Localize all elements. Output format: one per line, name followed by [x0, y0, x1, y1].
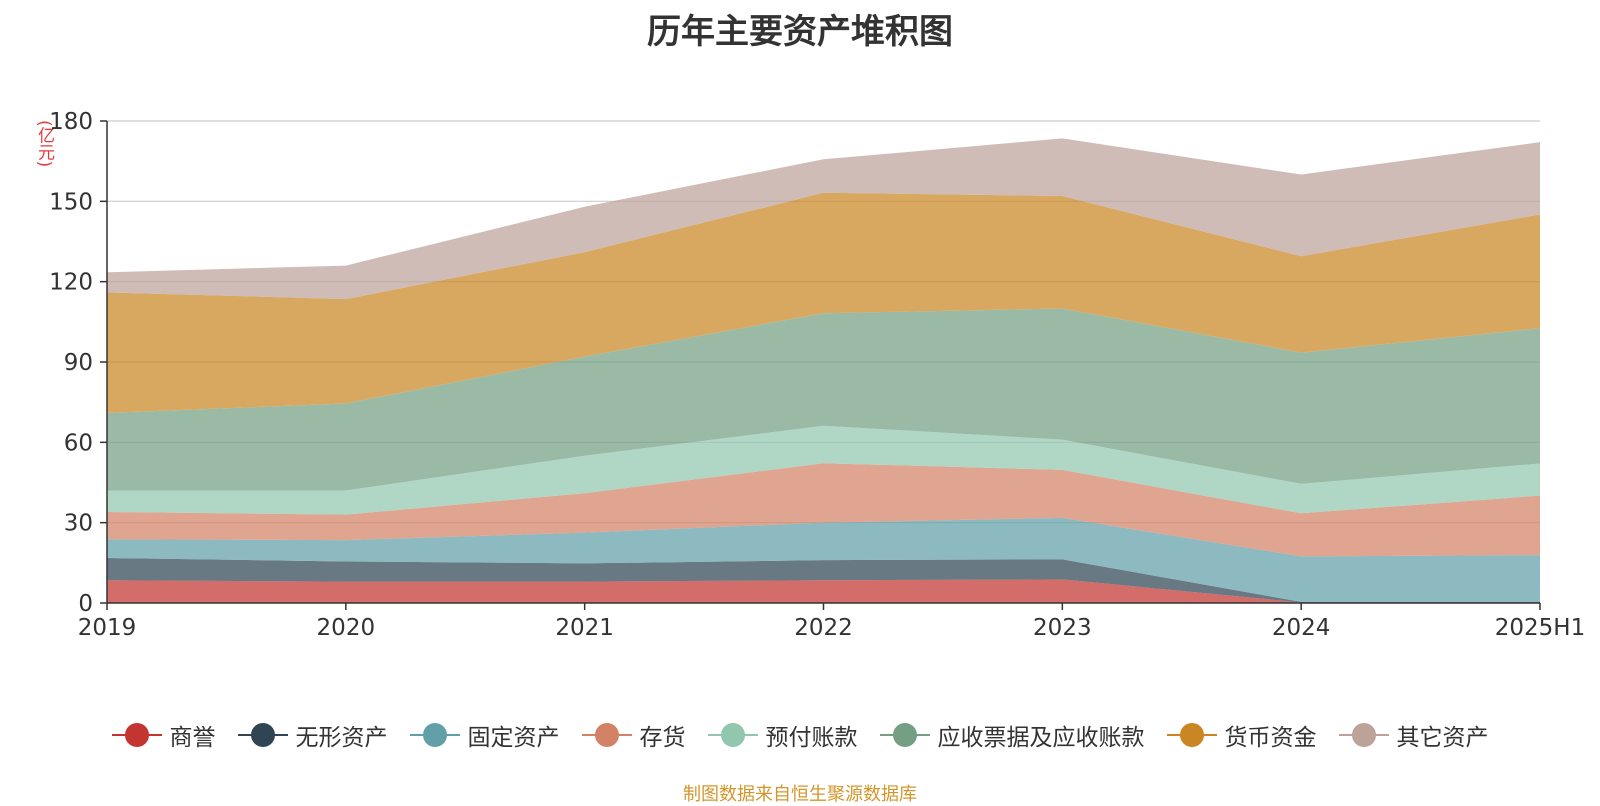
- legend-marker-icon: [1166, 723, 1217, 747]
- area-series-5[interactable]: [107, 308, 1540, 491]
- x-tick-label: 2019: [78, 615, 137, 641]
- x-tick-label: 2020: [317, 615, 376, 641]
- y-tick-label: 150: [49, 189, 93, 215]
- legend-item-6[interactable]: 货币资金: [1166, 718, 1317, 752]
- area-series-1[interactable]: [107, 558, 1540, 603]
- legend-label: 应收票据及应收账款: [937, 725, 1145, 751]
- y-tick-label: 180: [49, 109, 93, 135]
- x-tick-label: 2025H1: [1495, 615, 1585, 641]
- legend-marker-icon: [707, 723, 758, 747]
- x-tick-label: 2023: [1033, 615, 1092, 641]
- area-series-7[interactable]: [107, 138, 1540, 300]
- y-tick-label: 120: [49, 270, 93, 296]
- legend-item-3[interactable]: 存货: [581, 718, 686, 752]
- legend-item-4[interactable]: 预付账款: [707, 718, 858, 752]
- legend-label: 其它资产: [1396, 725, 1489, 751]
- area-series-4[interactable]: [107, 425, 1540, 515]
- legend-marker-icon: [879, 723, 930, 747]
- y-axis-unit-label: (亿元): [34, 120, 54, 168]
- y-tick-label: 30: [64, 511, 93, 537]
- legend-item-2[interactable]: 固定资产: [409, 718, 560, 752]
- y-tick-label: 60: [64, 430, 93, 456]
- legend-item-0[interactable]: 商誉: [111, 718, 216, 752]
- x-tick-label: 2022: [794, 615, 853, 641]
- legend-label: 商誉: [169, 725, 216, 751]
- legend-marker-icon: [237, 723, 288, 747]
- area-series-6[interactable]: [107, 192, 1540, 413]
- legend-marker-icon: [1338, 723, 1389, 747]
- legend-marker-icon: [581, 723, 632, 747]
- chart-title: 历年主要资产堆积图: [647, 12, 953, 52]
- legend-item-5[interactable]: 应收票据及应收账款: [879, 718, 1145, 752]
- legend-label: 固定资产: [467, 725, 560, 751]
- data-source-note: 制图数据来自恒生聚源数据库: [683, 784, 917, 805]
- x-tick-label: 2021: [555, 615, 614, 641]
- legend-item-1[interactable]: 无形资产: [237, 718, 388, 752]
- legend-label: 预付账款: [765, 725, 858, 751]
- legend-marker-icon: [409, 723, 460, 747]
- area-series-0[interactable]: [107, 579, 1540, 603]
- legend-label: 存货: [639, 725, 686, 751]
- legend-label: 无形资产: [295, 725, 388, 751]
- area-series-2[interactable]: [107, 517, 1540, 602]
- area-series-3[interactable]: [107, 463, 1540, 557]
- legend-label: 货币资金: [1224, 725, 1317, 751]
- y-tick-label: 90: [64, 350, 93, 376]
- y-tick-label: 0: [78, 591, 93, 617]
- x-tick-label: 2024: [1272, 615, 1331, 641]
- legend-marker-icon: [111, 723, 162, 747]
- chart-legend: 商誉 无形资产 固定资产 存货 预付账款 应收票据及应收账款 货币资金 其它资产: [0, 718, 1600, 752]
- legend-item-7[interactable]: 其它资产: [1338, 718, 1489, 752]
